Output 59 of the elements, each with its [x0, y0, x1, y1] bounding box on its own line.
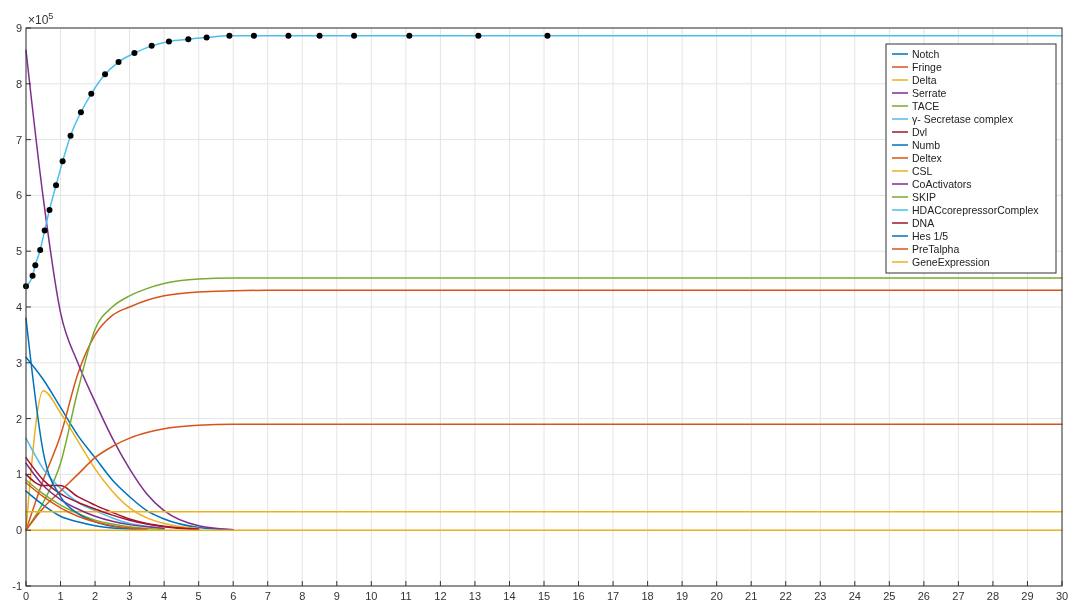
legend-label: Delta: [912, 74, 937, 86]
y-tick-label: 3: [15, 356, 22, 369]
x-tick-label: 24: [848, 590, 861, 602]
x-tick-label: 6: [230, 590, 237, 602]
x-tick-label: 17: [606, 590, 620, 602]
x-tick-label: 30: [1055, 590, 1069, 602]
y-tick-label: 8: [15, 77, 22, 90]
x-tick-label: 21: [745, 590, 758, 602]
legend-label: HDACcorepressorComplex: [912, 204, 1040, 216]
x-tick-label: 23: [814, 590, 827, 602]
x-tick-label: 20: [710, 590, 723, 602]
y-tick-label: 1: [15, 468, 22, 481]
x-tick-label: 9: [333, 590, 340, 602]
x-tick-label: 8: [299, 590, 306, 602]
y-tick-label: 7: [15, 133, 22, 146]
x-tick-label: 14: [503, 590, 516, 602]
y-tick-label: 9: [15, 22, 22, 34]
x-tick-label: 27: [952, 590, 965, 602]
legend-label: Fringe: [912, 61, 942, 73]
x-tick-label: 3: [126, 590, 133, 602]
x-tick-label: 13: [468, 590, 482, 602]
y-tick-label: 6: [15, 189, 22, 202]
x-tick-label: 29: [1021, 590, 1034, 602]
x-tick-label: 22: [779, 590, 792, 602]
y-tick-label: 0: [15, 524, 22, 537]
text: ×10$^{5}$: [28, 11, 54, 27]
x-tick-label: 10: [365, 590, 378, 602]
legend-label: Serrate: [912, 87, 947, 99]
x-tick-label: 18: [641, 590, 654, 602]
x-tick-label: 7: [264, 590, 271, 602]
legend-label: CoActivators: [912, 178, 972, 190]
x-tick-label: 2: [92, 590, 99, 602]
legend-label: Deltex: [912, 152, 943, 164]
legend-label: SKIP: [912, 191, 936, 203]
legend-label: TACE: [912, 100, 940, 112]
legend-label: DNA: [912, 217, 935, 229]
x-tick-label: 12: [434, 590, 447, 602]
legend-label: Hes 1/5: [912, 230, 949, 242]
legend-label: γ- Secretase complex: [912, 113, 1014, 125]
x-tick-label: 1: [57, 590, 64, 602]
legend-label: GeneExpression: [912, 256, 990, 268]
x-tick-label: 16: [572, 590, 585, 602]
x-tick-label: 26: [917, 590, 930, 602]
x-tick-label: 11: [400, 590, 412, 602]
y-tick-label: 5: [15, 245, 22, 258]
y-tick-label: -1: [12, 580, 22, 592]
x-tick-label: 25: [883, 590, 896, 602]
x-tick-label: 4: [161, 590, 168, 602]
y-tick-label: 2: [15, 412, 22, 425]
legend-label: Dvl: [912, 126, 928, 138]
legend-label: Numb: [912, 139, 941, 151]
x-tick-label: 5: [195, 590, 202, 602]
legend-label: CSL: [912, 165, 933, 177]
y-tick-label: 4: [15, 301, 22, 313]
x-tick-label: 15: [537, 590, 551, 602]
legend-label: Notch: [912, 48, 940, 60]
legend-label: PreTalpha: [912, 243, 960, 255]
x-tick-label: 19: [676, 590, 689, 602]
x-tick-label: 28: [986, 590, 1000, 602]
